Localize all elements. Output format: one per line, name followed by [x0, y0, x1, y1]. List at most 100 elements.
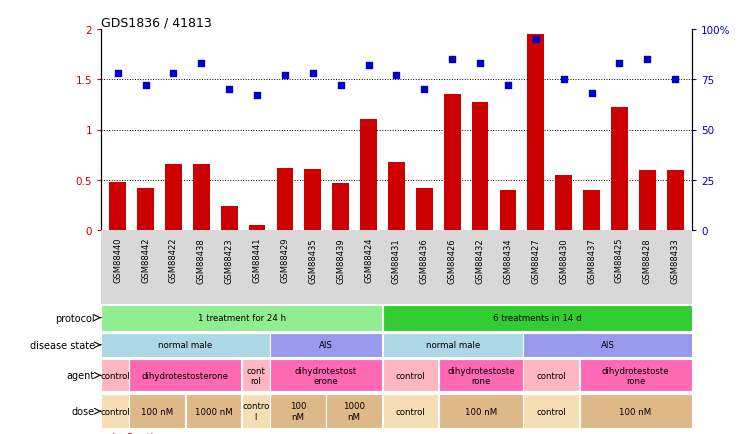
Point [669, 77, 681, 84]
Point [111, 71, 123, 78]
Bar [583, 190, 600, 230]
Text: GSM88424: GSM88424 [364, 237, 373, 283]
Text: 1 treatment for 24 h: 1 treatment for 24 h [197, 313, 286, 322]
Text: GSM88430: GSM88430 [560, 237, 568, 283]
Text: normal male: normal male [159, 341, 212, 349]
Text: control: control [100, 407, 130, 416]
Bar [193, 164, 209, 230]
Bar [101, 394, 129, 428]
Text: GSM88426: GSM88426 [448, 237, 457, 283]
Bar [439, 359, 523, 391]
Bar [555, 175, 572, 230]
Bar [109, 182, 126, 230]
Bar [101, 333, 269, 357]
Bar [137, 188, 154, 230]
Bar [383, 359, 438, 391]
Text: 100 nM: 100 nM [619, 407, 652, 416]
Bar [361, 120, 377, 230]
Text: dose: dose [72, 406, 95, 416]
Bar [524, 359, 579, 391]
Text: agent: agent [67, 371, 95, 380]
Point [558, 77, 570, 84]
Bar [270, 359, 382, 391]
Text: GSM88431: GSM88431 [392, 237, 401, 283]
Bar [388, 162, 405, 230]
Text: GSM88434: GSM88434 [503, 237, 512, 283]
Text: control: control [396, 407, 426, 416]
Text: ■  log2 ratio: ■ log2 ratio [97, 432, 159, 434]
Text: GSM88428: GSM88428 [643, 237, 652, 283]
Bar [101, 359, 129, 391]
Bar [524, 333, 692, 357]
Point [641, 57, 653, 64]
Bar [248, 225, 266, 230]
Bar [304, 169, 321, 230]
Bar [383, 394, 438, 428]
Text: GSM88438: GSM88438 [197, 237, 206, 283]
Text: GSM88441: GSM88441 [253, 237, 262, 283]
Bar [666, 170, 684, 230]
Bar [580, 394, 692, 428]
Bar [242, 394, 269, 428]
Bar [444, 95, 461, 230]
Text: AIS: AIS [319, 341, 333, 349]
Point [223, 87, 235, 94]
Bar [332, 183, 349, 230]
Point [307, 71, 319, 78]
Point [279, 73, 291, 80]
Text: 1000
nM: 1000 nM [343, 401, 365, 421]
Text: AIS: AIS [601, 341, 614, 349]
Bar [129, 394, 185, 428]
Point [530, 37, 542, 44]
Text: 1000 nM: 1000 nM [194, 407, 233, 416]
Text: GSM88439: GSM88439 [336, 237, 345, 283]
Bar [472, 103, 488, 230]
Point [251, 93, 263, 100]
Point [140, 83, 152, 90]
Bar [165, 164, 182, 230]
Bar [439, 394, 523, 428]
Text: dihydrotestoste
rone: dihydrotestoste rone [602, 366, 669, 385]
Text: GSM88442: GSM88442 [141, 237, 150, 283]
Bar [326, 394, 382, 428]
Point [390, 73, 402, 80]
Point [447, 57, 459, 64]
Text: GDS1836 / 41813: GDS1836 / 41813 [101, 16, 212, 29]
Text: dihydrotestost
erone: dihydrotestost erone [295, 366, 358, 385]
Bar [270, 333, 382, 357]
Point [195, 61, 207, 68]
Point [418, 87, 430, 94]
Text: GSM88425: GSM88425 [615, 237, 624, 283]
Text: 100 nM: 100 nM [141, 407, 174, 416]
Text: GSM88437: GSM88437 [587, 237, 596, 283]
Bar [277, 168, 293, 230]
Text: 6 treatments in 14 d: 6 treatments in 14 d [493, 313, 581, 322]
Text: GSM88427: GSM88427 [531, 237, 540, 283]
Bar [270, 394, 326, 428]
Bar [383, 333, 523, 357]
Text: control: control [100, 371, 130, 380]
Text: control: control [396, 371, 426, 380]
Point [474, 61, 486, 68]
Bar [101, 305, 382, 331]
Bar [580, 359, 692, 391]
Bar [129, 359, 242, 391]
Point [502, 83, 514, 90]
Bar [383, 305, 692, 331]
Text: GSM88422: GSM88422 [169, 237, 178, 283]
Text: GSM88433: GSM88433 [671, 237, 680, 283]
Text: normal male: normal male [426, 341, 480, 349]
Point [334, 83, 346, 90]
Text: GSM88435: GSM88435 [308, 237, 317, 283]
Bar [221, 206, 238, 230]
Text: GSM88440: GSM88440 [113, 237, 122, 283]
Point [168, 71, 180, 78]
Text: control: control [536, 407, 566, 416]
Text: cont
rol: cont rol [246, 366, 266, 385]
Text: GSM88432: GSM88432 [476, 237, 485, 283]
Bar [527, 35, 544, 230]
Bar [500, 190, 516, 230]
Text: 100
nM: 100 nM [289, 401, 306, 421]
Bar [186, 394, 242, 428]
Text: dihydrotestoste
rone: dihydrotestoste rone [447, 366, 515, 385]
